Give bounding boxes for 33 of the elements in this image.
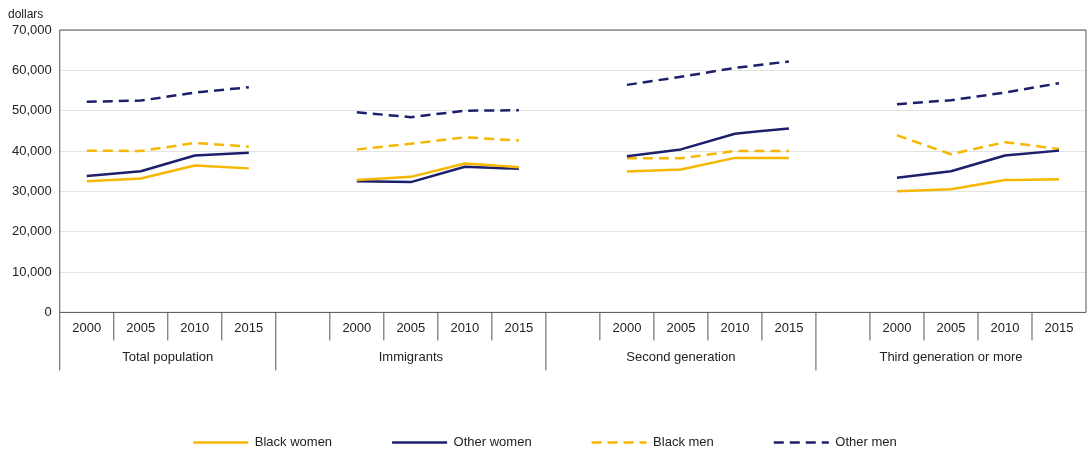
- x-tick-label: 2000: [72, 319, 102, 335]
- y-tick-label: 40,000: [12, 142, 52, 158]
- x-tick-label: 2010: [990, 319, 1020, 335]
- y-tick-label: 60,000: [12, 61, 52, 77]
- legend-label: Black women: [254, 434, 333, 450]
- x-tick-label: 2010: [180, 319, 210, 335]
- text: Third generation or more: [879, 348, 1023, 364]
- x-tick-label: 2010: [720, 319, 750, 335]
- x-tick-label: 2015: [234, 319, 264, 335]
- x-tick-label: 2015: [504, 319, 534, 335]
- y-tick-label: 20,000: [12, 223, 52, 239]
- text: Immigrants: [378, 348, 444, 364]
- x-tick-label: 2015: [1044, 319, 1074, 335]
- y-tick-label: 0: [44, 303, 52, 319]
- y-tick-label: 10,000: [12, 263, 52, 279]
- x-tick-label: 2000: [342, 319, 372, 335]
- legend-label: Other women: [453, 434, 532, 450]
- x-tick-label: 2010: [450, 319, 480, 335]
- text: Total population: [122, 348, 214, 364]
- y-tick-label: 70,000: [12, 21, 52, 37]
- x-tick-label: 2015: [774, 319, 804, 335]
- legend-label: Other men: [835, 434, 897, 450]
- x-tick-label: 2005: [666, 319, 696, 335]
- x-tick-label: 2005: [396, 319, 426, 335]
- y-tick-label: 50,000: [12, 102, 52, 118]
- x-tick-label: 2000: [882, 319, 912, 335]
- y-tick-label: 30,000: [12, 182, 52, 198]
- x-tick-label: 2005: [126, 319, 156, 335]
- x-tick-label: 2000: [612, 319, 642, 335]
- legend-label: Black men: [653, 434, 714, 450]
- y-axis-title: dollars: [8, 7, 44, 22]
- x-tick-label: 2005: [936, 319, 966, 335]
- text: Second generation: [626, 348, 736, 364]
